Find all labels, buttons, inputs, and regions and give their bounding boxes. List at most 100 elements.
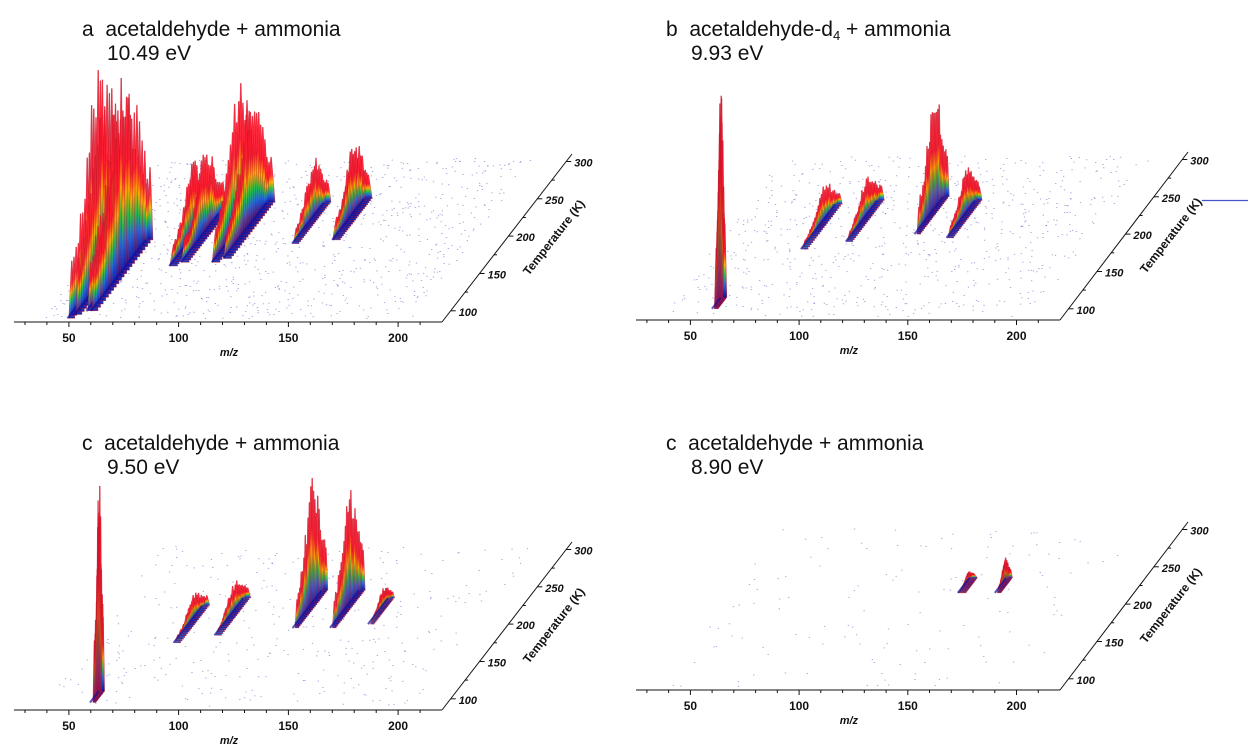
noise-dot: [776, 216, 778, 217]
noise-dot: [237, 288, 239, 289]
temperature-tick-label: 250: [544, 583, 564, 595]
noise-dot: [813, 302, 815, 304]
noise-dot: [995, 259, 997, 261]
noise-dot: [886, 196, 888, 198]
noise-dot: [1056, 203, 1058, 204]
noise-dot: [488, 209, 490, 210]
noise-dot: [880, 227, 882, 229]
noise-dot: [283, 650, 285, 651]
noise-dot: [754, 230, 756, 231]
noise-dot: [845, 300, 847, 302]
noise-dot: [312, 316, 314, 318]
noise-dot: [881, 673, 883, 674]
noise-dot: [224, 265, 227, 267]
noise-dot: [410, 177, 412, 179]
noise-dot: [902, 298, 905, 300]
noise-dot: [765, 231, 767, 233]
noise-dot: [274, 287, 276, 288]
noise-dot: [462, 174, 464, 175]
noise-dot: [160, 667, 162, 669]
noise-dot: [383, 302, 386, 303]
temperature-tick-label: 250: [1161, 193, 1181, 205]
noise-dot: [454, 161, 457, 162]
noise-dot: [864, 301, 866, 302]
noise-dot: [991, 179, 994, 180]
noise-dot: [292, 235, 294, 236]
noise-dot: [954, 250, 956, 252]
noise-dot: [954, 199, 956, 201]
noise-dot: [1063, 189, 1066, 191]
noise-dot: [956, 303, 958, 304]
noise-dot: [1095, 171, 1097, 172]
noise-dot: [189, 286, 192, 287]
noise-dot: [344, 282, 346, 284]
noise-dot: [1030, 232, 1032, 233]
noise-dot: [108, 642, 110, 644]
noise-dot: [437, 257, 439, 259]
noise-dot: [887, 628, 890, 630]
noise-dot: [435, 244, 437, 246]
noise-dot: [298, 246, 300, 248]
noise-dot: [881, 276, 883, 278]
noise-dot: [223, 264, 225, 265]
noise-dot: [199, 255, 201, 257]
noise-dot: [881, 245, 883, 247]
noise-dot: [481, 172, 484, 174]
noise-dot: [375, 286, 378, 288]
noise-dot: [125, 302, 127, 304]
noise-dot: [1044, 276, 1046, 278]
noise-dot: [399, 201, 401, 203]
noise-dot: [788, 597, 790, 598]
noise-dot: [803, 218, 805, 219]
noise-dot: [244, 245, 246, 247]
noise-dot: [273, 314, 275, 315]
noise-dot: [339, 311, 341, 312]
noise-dot: [937, 279, 939, 281]
noise-dot: [293, 286, 295, 288]
noise-dot: [1113, 203, 1115, 204]
noise-dot: [842, 303, 845, 305]
panel-title-sub: 4: [832, 28, 841, 43]
noise-dot: [811, 287, 814, 289]
noise-dot: [245, 691, 247, 693]
noise-dot: [1058, 542, 1061, 543]
temperature-axis-line: [1059, 521, 1189, 691]
noise-dot: [198, 290, 200, 291]
noise-dot: [122, 650, 124, 652]
noise-dot: [311, 616, 314, 617]
noise-dot: [824, 625, 826, 627]
noise-dot: [1042, 214, 1044, 216]
peak-ridge: [89, 77, 154, 312]
noise-dot: [349, 247, 352, 249]
noise-dot: [140, 270, 143, 271]
noise-dot: [963, 304, 965, 306]
noise-dot: [1039, 572, 1041, 573]
noise-dot: [136, 287, 139, 288]
x-axis-title: m/z: [220, 735, 239, 744]
noise-dot: [154, 245, 156, 247]
noise-dot: [430, 598, 432, 600]
noise-dot: [441, 210, 443, 212]
noise-dot: [407, 163, 409, 164]
noise-dot: [922, 173, 925, 174]
noise-dot: [759, 280, 761, 281]
noise-dot: [845, 243, 847, 245]
noise-dot: [428, 632, 431, 633]
noise-dot: [207, 297, 210, 299]
noise-dot: [302, 262, 304, 264]
noise-dot: [878, 166, 880, 168]
noise-dot: [952, 241, 954, 243]
noise-dot: [812, 315, 814, 317]
noise-dot: [1006, 158, 1008, 159]
noise-dot: [366, 318, 368, 320]
noise-dot: [417, 295, 419, 297]
noise-dot: [1019, 270, 1022, 272]
noise-dot: [916, 185, 918, 187]
noise-dot: [206, 301, 208, 302]
noise-dot: [717, 628, 719, 629]
noise-dot: [1060, 614, 1063, 616]
noise-dot: [432, 276, 435, 278]
noise-dot: [273, 623, 275, 625]
noise-dot: [440, 615, 442, 617]
noise-dot: [1053, 604, 1055, 606]
